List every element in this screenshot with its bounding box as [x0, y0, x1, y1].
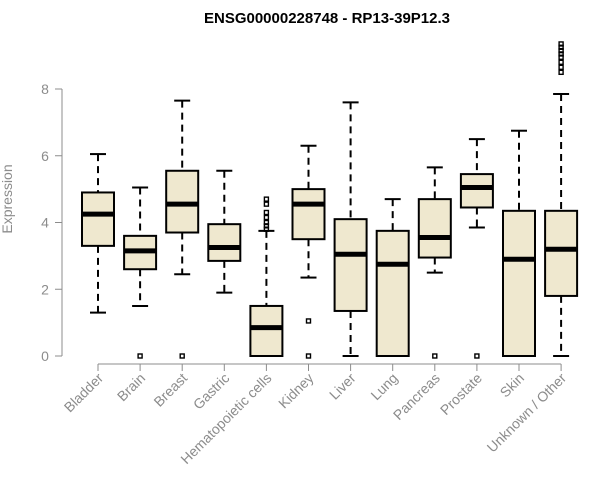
box-hematopoietic-cells — [249, 196, 284, 357]
box-bladder — [81, 153, 115, 314]
y-axis-label: Expression — [0, 164, 15, 233]
y-axis: 0 2 4 6 8 — [41, 81, 63, 364]
x-tick-label: Pancreas — [390, 370, 443, 423]
x-tick-label: Lung — [367, 370, 400, 403]
y-tick-label: 6 — [41, 148, 49, 164]
y-tick-label: 8 — [41, 81, 49, 97]
y-tick-label: 0 — [41, 348, 49, 364]
x-tick-label: Breast — [150, 370, 190, 410]
box-liver — [333, 101, 368, 357]
outlier-point — [263, 201, 270, 207]
box-unknown-other — [544, 41, 579, 357]
box-prostate — [459, 138, 494, 359]
box-brain — [123, 186, 158, 359]
box-lung — [375, 198, 410, 357]
y-tick-label: 2 — [41, 281, 49, 297]
outlier-point — [558, 41, 564, 47]
x-tick-label: Kidney — [275, 370, 317, 412]
x-tick-label: Bladder — [61, 370, 107, 416]
iqr-box — [544, 209, 579, 297]
x-tick-label: Prostate — [437, 370, 485, 418]
y-tick-label: 4 — [41, 215, 49, 231]
iqr-box — [291, 188, 326, 241]
box-kidney — [291, 144, 326, 359]
outlier-point — [432, 353, 438, 359]
iqr-box — [207, 223, 242, 262]
outlier-point — [263, 219, 270, 226]
box-pancreas — [417, 166, 452, 359]
iqr-box — [417, 198, 452, 259]
iqr-box — [165, 169, 200, 234]
iqr-box — [333, 218, 368, 312]
outlier-point — [474, 353, 480, 359]
x-tick-label: Liver — [326, 370, 359, 403]
x-tick-label: Skin — [497, 370, 528, 401]
outlier-point — [305, 353, 312, 359]
iqr-box — [459, 173, 494, 209]
outlier-point — [179, 353, 185, 359]
outlier-point — [263, 196, 270, 202]
outlier-point — [558, 59, 564, 65]
iqr-box — [502, 209, 536, 357]
box-skin — [502, 129, 536, 357]
outlier-point — [305, 318, 312, 324]
x-tick-label: Unknown / Other — [484, 370, 570, 456]
outlier-point — [558, 69, 564, 76]
outlier-point — [263, 209, 270, 216]
iqr-box — [375, 229, 410, 357]
outlier-point — [558, 64, 564, 71]
box-breast — [165, 99, 200, 359]
box-series — [81, 41, 579, 359]
iqr-box — [249, 304, 284, 357]
outlier-point — [137, 353, 143, 359]
box-gastric — [207, 169, 242, 294]
outlier-point — [263, 214, 270, 221]
chart-title: ENSG00000228748 - RP13-39P12.3 — [204, 10, 450, 27]
x-tick-label: Brain — [114, 370, 148, 404]
iqr-box — [81, 191, 115, 247]
